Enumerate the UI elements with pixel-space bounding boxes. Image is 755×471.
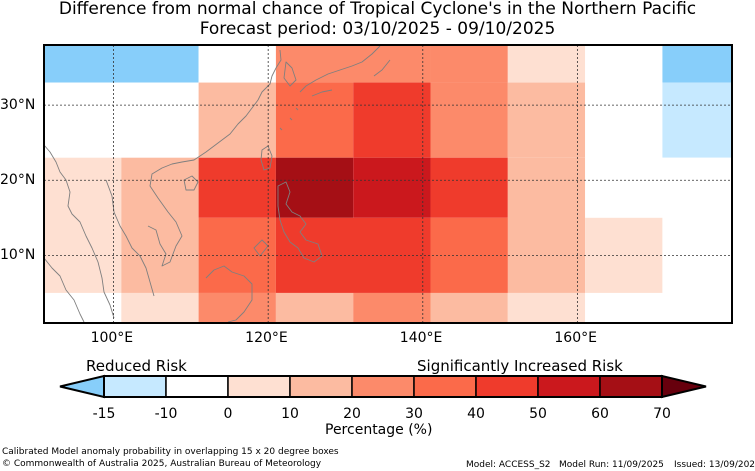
anomaly-cell xyxy=(198,292,276,323)
anomaly-cell xyxy=(430,292,508,323)
anomaly-cell xyxy=(585,292,732,323)
latitude-tick-label: 20°N xyxy=(0,172,36,189)
anomaly-cell xyxy=(198,157,276,218)
anomaly-cell xyxy=(275,45,431,83)
anomaly-cell xyxy=(585,82,663,158)
colorbar-low-extend xyxy=(59,374,105,399)
anomaly-cell xyxy=(507,157,586,293)
colorbar-swatch xyxy=(599,375,663,398)
anomaly-cell xyxy=(585,157,732,218)
anomaly-cell xyxy=(662,45,732,83)
forecast-period-title: Forecast period: 03/10/2025 - 09/10/2025 xyxy=(199,19,556,39)
colorbar-tick-label: 40 xyxy=(467,406,485,422)
footer-model-run: Model Run: 11/09/2025 xyxy=(559,460,664,470)
longitude-tick-label: 120°E xyxy=(245,330,288,346)
colorbar-xlabel: Percentage (%) xyxy=(325,422,433,438)
footer-caption: Calibrated Model anomaly probability in … xyxy=(2,447,339,457)
anomaly-cell xyxy=(353,292,431,323)
map-frame xyxy=(43,44,733,324)
colorbar-tick-label: 10 xyxy=(281,406,299,422)
latitude-tick-label: 30°N xyxy=(0,97,36,114)
anomaly-cell xyxy=(121,292,199,323)
coastline-sumatra xyxy=(43,257,85,323)
colorbar-swatch xyxy=(351,375,415,398)
longitude-tick-label: 160°E xyxy=(554,330,597,346)
anomaly-grid xyxy=(44,45,732,323)
colorbar-swatch xyxy=(537,375,601,398)
anomaly-cell xyxy=(353,157,431,218)
anomaly-cell xyxy=(507,45,586,83)
coastline-korea xyxy=(283,61,297,87)
colorbar-outline xyxy=(103,375,663,398)
colorbar-swatch xyxy=(289,375,353,398)
graticule xyxy=(44,45,732,323)
anomaly-cell xyxy=(44,292,122,323)
colorbar-tick-label: 70 xyxy=(653,406,671,422)
anomaly-cell xyxy=(198,82,276,158)
anomaly-cell xyxy=(430,82,508,158)
anomaly-cell xyxy=(44,82,199,158)
coastline-asia-mainland xyxy=(43,49,282,319)
coastline-borneo xyxy=(205,265,253,323)
anomaly-cell xyxy=(585,45,663,83)
colorbar-swatch xyxy=(475,375,539,398)
anomaly-cell xyxy=(507,82,586,158)
footer-issued: Issued: 13/09/2025 xyxy=(674,460,755,470)
coastline-hainan xyxy=(183,175,199,191)
increased-risk-label: Significantly Increased Risk xyxy=(417,357,623,375)
anomaly-cell xyxy=(275,82,354,158)
colorbar-tick-label: 30 xyxy=(405,406,423,422)
longitude-tick-label: 140°E xyxy=(399,330,443,346)
colorbar xyxy=(59,374,707,399)
latitude-tick-label: 10°N xyxy=(0,247,36,264)
anomaly-cell xyxy=(121,157,199,293)
reduced-risk-label: Reduced Risk xyxy=(86,357,187,375)
coastline-ryukyu xyxy=(279,107,299,131)
chart-title: Difference from normal chance of Tropica… xyxy=(58,0,697,19)
footer-model: Model: ACCESS_S2 xyxy=(466,460,551,470)
anomaly-cell xyxy=(353,82,431,158)
anomaly-cell xyxy=(507,292,586,323)
anomaly-cell xyxy=(430,45,508,83)
colorbar-high-extend xyxy=(661,374,707,399)
coastline-malay-peninsula xyxy=(105,179,155,297)
longitude-tick-label: 100°E xyxy=(90,330,134,346)
coastline-japan xyxy=(299,45,391,97)
colorbar-tick-label: 50 xyxy=(529,406,547,422)
colorbar-tick-label: 20 xyxy=(343,406,361,422)
anomaly-cell xyxy=(275,292,354,323)
colorbar-tick-label: -15 xyxy=(92,406,116,422)
colorbar-swatch xyxy=(413,375,477,398)
anomaly-cell xyxy=(198,45,276,83)
anomaly-cell xyxy=(275,157,354,218)
anomaly-cell xyxy=(44,157,122,293)
anomaly-cell xyxy=(430,157,508,218)
footer-copyright: © Commonwealth of Australia 2025, Austra… xyxy=(2,459,322,469)
colorbar-swatch xyxy=(227,375,291,398)
colorbar-swatch xyxy=(165,375,229,398)
anomaly-cell xyxy=(662,82,732,158)
colorbar-swatch xyxy=(103,375,167,398)
colorbar-tick-label: 60 xyxy=(591,406,609,422)
colorbar-tick-label: -10 xyxy=(154,406,178,422)
anomaly-cell xyxy=(44,45,199,83)
colorbar-tick-label: 0 xyxy=(223,406,233,422)
